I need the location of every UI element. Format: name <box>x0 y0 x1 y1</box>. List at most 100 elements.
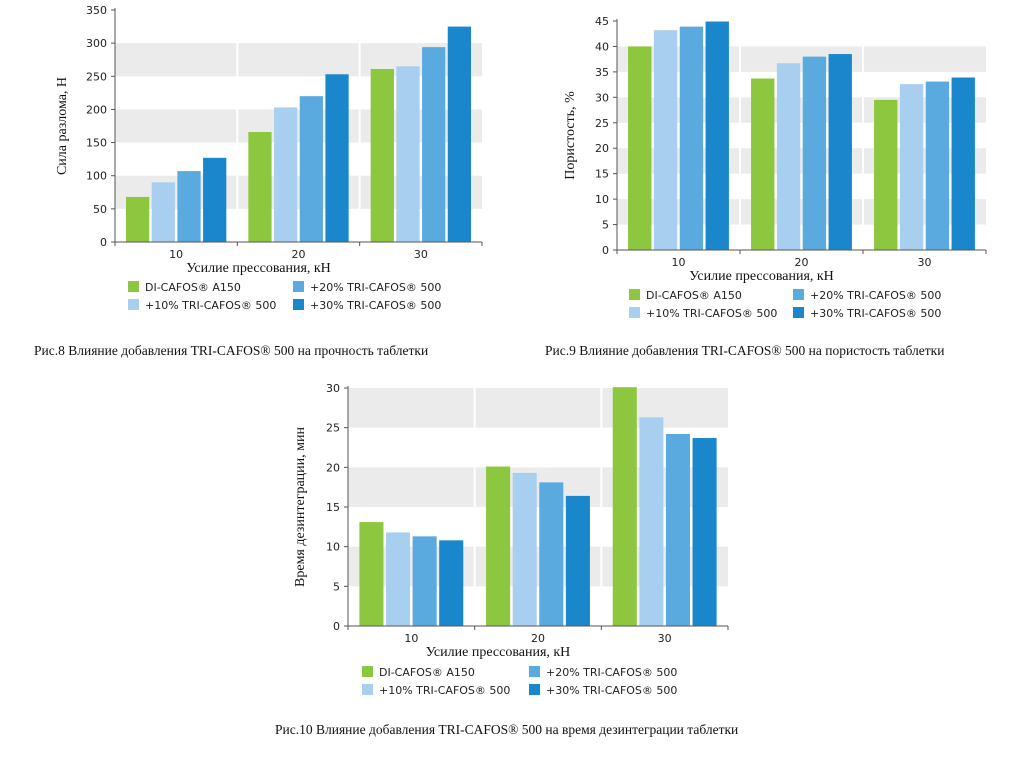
y-tick-label: 5 <box>333 580 340 593</box>
bar-2-20 <box>776 63 801 250</box>
grid-band <box>348 388 728 428</box>
legend-label: +20% TRI-CAFOS® 500 <box>546 666 677 679</box>
legend-swatch <box>529 666 540 677</box>
legend-swatch <box>293 281 304 292</box>
y-tick-label: 0 <box>333 620 340 633</box>
bar-4-30 <box>692 437 717 626</box>
y-tick-label: 0 <box>602 244 609 257</box>
y-tick-label: 20 <box>595 142 609 155</box>
figure-9-caption: Рис.9 Влияние добавления TRI-CAFOS® 500 … <box>545 343 945 358</box>
x-tick-label: 20 <box>531 632 545 645</box>
y-tick-label: 50 <box>93 203 107 216</box>
legend-label: +30% TRI-CAFOS® 500 <box>310 299 441 312</box>
grid-band <box>617 46 986 72</box>
y-tick-label: 30 <box>595 91 609 104</box>
x-tick-label: 20 <box>795 256 809 269</box>
bar-4-20 <box>325 74 349 242</box>
x-tick-label: 10 <box>169 248 183 261</box>
legend-swatch <box>529 684 540 695</box>
bar-3-10 <box>412 536 437 626</box>
legend-label: DI-CAFOS® A150 <box>145 281 241 294</box>
x-axis-title: Усилие прессования, кН <box>186 261 331 276</box>
breaking-force-chart: 0 50 100 150 200 250 300 350 10 20 30 Усилие прессо… <box>55 4 483 312</box>
x-tick-label: 30 <box>658 632 672 645</box>
grid-band <box>115 175 482 209</box>
bar-2-10 <box>151 182 175 242</box>
bar-3-30 <box>925 81 950 251</box>
y-tick-label: 25 <box>326 422 340 435</box>
legend-label: +10% TRI-CAFOS® 500 <box>646 307 777 320</box>
legend-label: DI-CAFOS® A150 <box>379 666 475 679</box>
x-tick-label: 10 <box>672 256 686 269</box>
y-axis-title: Время дезинтеграции, мин <box>293 427 308 587</box>
y-tick-label: 250 <box>86 70 107 83</box>
bar-4-10 <box>439 540 464 626</box>
y-tick-label: 200 <box>86 103 107 116</box>
bar-2-20 <box>274 107 298 242</box>
disintegration-time-chart: 0 5 10 15 20 25 30 10 20 30 Усилие прессования, кН… <box>293 382 729 697</box>
y-tick-label: 350 <box>86 4 107 17</box>
bar-1-30 <box>370 68 394 242</box>
bar-1-30 <box>612 387 637 626</box>
y-axis-title: Сила разлома, Н <box>55 77 70 175</box>
bar-4-20 <box>565 495 590 626</box>
legend-label: +30% TRI-CAFOS® 500 <box>810 307 941 320</box>
bar-3-10 <box>679 26 704 250</box>
grid-band <box>617 97 986 123</box>
x-axis-title: Усилие прессования, кН <box>689 269 834 284</box>
bar-3-20 <box>299 96 323 243</box>
grid-band <box>348 467 728 507</box>
y-tick-label: 15 <box>326 501 340 514</box>
bar-4-30 <box>951 77 975 250</box>
x-tick-label: 30 <box>918 256 932 269</box>
legend-label: +20% TRI-CAFOS® 500 <box>810 289 941 302</box>
figure-10-caption: Рис.10 Влияние добавления TRI-CAFOS® 500… <box>275 722 739 737</box>
bar-2-30 <box>899 84 924 250</box>
legend-swatch <box>793 289 804 300</box>
bar-1-10 <box>126 196 150 242</box>
legend-swatch <box>293 299 304 310</box>
grid-band <box>617 148 986 174</box>
bar-2-10 <box>653 30 678 250</box>
bar-3-20 <box>802 56 827 250</box>
legend-label: +10% TRI-CAFOS® 500 <box>145 299 276 312</box>
bar-4-10 <box>203 157 227 242</box>
legend-swatch <box>128 281 139 292</box>
y-tick-label: 10 <box>595 193 609 206</box>
porosity-chart: 0 5 10 15 20 25 30 35 40 45 10 20 30 Усилие прессован… <box>563 15 987 320</box>
y-axis-title: Пористость, % <box>563 91 578 180</box>
bar-1-20 <box>486 466 511 626</box>
y-tick-label: 10 <box>326 541 340 554</box>
y-tick-label: 150 <box>86 137 107 150</box>
x-tick-label: 30 <box>414 248 428 261</box>
legend-label: DI-CAFOS® A150 <box>646 289 742 302</box>
bar-2-30 <box>639 417 664 626</box>
legend-label: +30% TRI-CAFOS® 500 <box>546 684 677 697</box>
legend-swatch <box>629 289 640 300</box>
bar-1-10 <box>359 522 384 626</box>
y-tick-label: 0 <box>100 236 107 249</box>
legend-swatch <box>128 299 139 310</box>
bar-1-30 <box>874 99 898 250</box>
grid-band <box>617 199 986 225</box>
bar-1-20 <box>248 131 272 242</box>
bar-2-10 <box>386 532 411 626</box>
bar-1-10 <box>628 46 652 250</box>
y-tick-label: 5 <box>602 219 609 232</box>
bar-4-10 <box>705 21 729 251</box>
y-tick-label: 40 <box>595 40 609 53</box>
bar-3-20 <box>539 482 564 626</box>
legend-label: +10% TRI-CAFOS® 500 <box>379 684 510 697</box>
legend-swatch <box>362 666 373 677</box>
bar-3-30 <box>665 434 690 626</box>
grid-band <box>115 43 482 77</box>
figure-8-caption: Рис.8 Влияние добавления TRI-CAFOS® 500 … <box>34 343 429 358</box>
y-tick-label: 15 <box>595 168 609 181</box>
bar-3-30 <box>422 47 446 243</box>
y-tick-label: 300 <box>86 37 107 50</box>
bar-1-20 <box>751 78 775 250</box>
legend-swatch <box>629 307 640 318</box>
x-tick-label: 20 <box>292 248 306 261</box>
x-axis-title: Усилие прессования, кН <box>426 645 571 660</box>
y-tick-label: 100 <box>86 170 107 183</box>
